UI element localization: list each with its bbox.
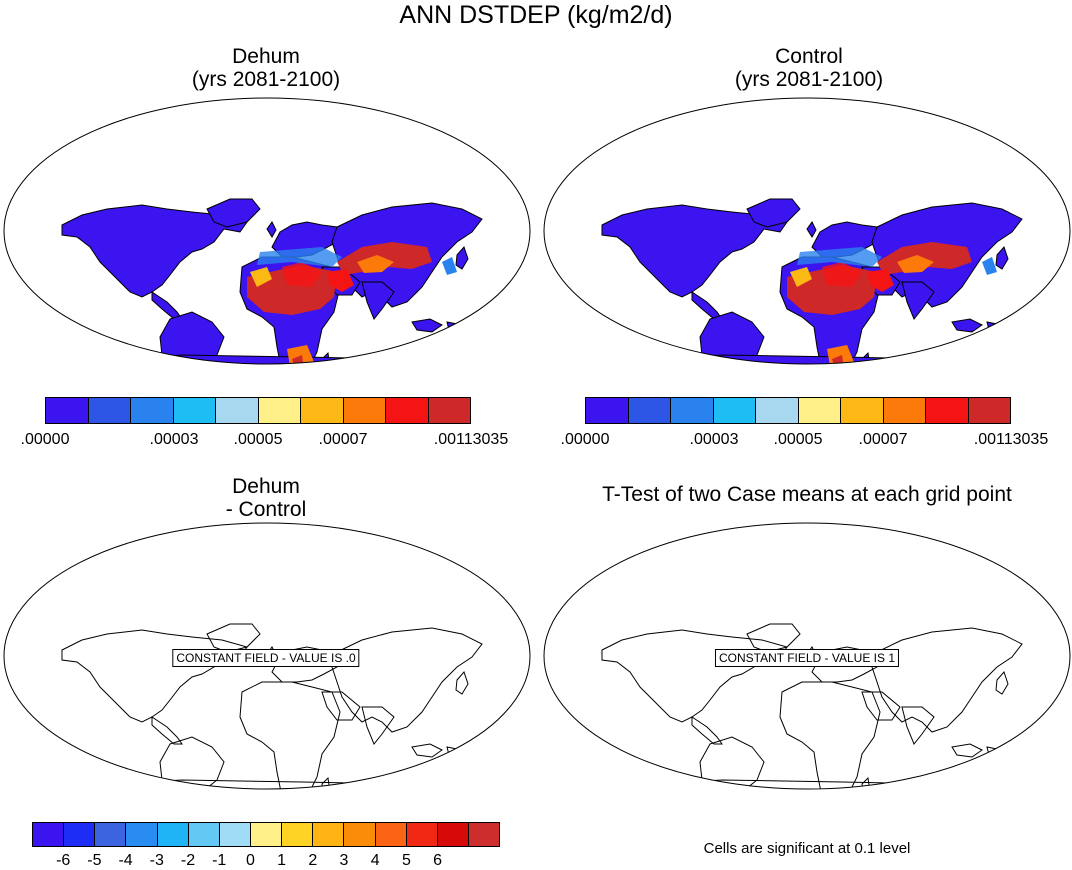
colorbar-label: 1 — [277, 852, 287, 869]
colorbar-swatch — [386, 398, 429, 423]
colorbar-swatch — [375, 823, 407, 846]
colorbar-label: 4 — [370, 852, 380, 869]
colorbar-swatch — [258, 398, 301, 423]
colorbar-swatch — [756, 398, 799, 423]
colorbar-swatch — [313, 823, 345, 846]
colorbar-label: .00007 — [318, 431, 368, 448]
colorbar-swatch — [343, 398, 386, 423]
colorbar-swatch — [798, 398, 841, 423]
colorbar-swatch — [250, 823, 283, 846]
panel-title-control: Control (yrs 2081-2100) — [679, 45, 939, 91]
colorbar-label: .00005 — [773, 431, 823, 448]
colorbar-label: 2 — [308, 852, 318, 869]
colorbar-swatch — [126, 823, 158, 846]
colorbar-swatch — [219, 823, 251, 846]
colorbar-swatch — [883, 398, 926, 423]
colorbar-swatch — [437, 823, 469, 846]
colorbar-swatch — [968, 398, 1010, 423]
colorbar-label: 6 — [433, 852, 443, 869]
constant-field-box: CONSTANT FIELD - VALUE IS .0 — [172, 649, 360, 667]
colorbar-label: -2 — [180, 852, 196, 869]
colorbar-label: .00007 — [858, 431, 908, 448]
panel-title-difference: Dehum - Control — [136, 475, 396, 521]
colorbar-label: .00003 — [149, 431, 199, 448]
colorbar-label: .00005 — [233, 431, 283, 448]
panel-title-line2: (yrs 2081-2100) — [734, 68, 884, 91]
map-dehum — [3, 97, 531, 365]
colorbar-swatch — [88, 398, 131, 423]
panel-title-dehum: Dehum (yrs 2081-2100) — [136, 45, 396, 91]
colorbar-label: -4 — [118, 852, 133, 869]
colorbar-swatch — [131, 398, 174, 423]
colorbar-label: .00000 — [20, 431, 70, 448]
colorbar-swatch — [216, 398, 259, 423]
colorbar-label: .00113035 — [433, 431, 509, 448]
colorbar-label: -3 — [149, 852, 164, 869]
colorbar-label: .00003 — [689, 431, 739, 448]
colorbar-label: 0 — [245, 852, 255, 869]
colorbar-control — [585, 397, 1011, 424]
colorbar-swatch — [173, 398, 216, 423]
panel-title-line2: - Control — [225, 498, 307, 521]
colorbar-swatch — [406, 823, 438, 846]
colorbar-swatch — [282, 823, 314, 846]
colorbar-swatch — [46, 398, 89, 423]
colorbar-swatch — [344, 823, 376, 846]
colorbar-label: 3 — [339, 852, 349, 869]
colorbar-swatch — [428, 398, 470, 423]
colorbar-label: -6 — [56, 852, 71, 869]
panel-title-line1: Dehum — [232, 45, 300, 68]
colorbar-swatch — [926, 398, 969, 423]
colorbar-swatch — [841, 398, 884, 423]
page-title: ANN DSTDEP (kg/m2/d) — [399, 1, 673, 29]
colorbar-swatch — [95, 823, 127, 846]
constant-field-box: CONSTANT FIELD - VALUE IS 1 — [714, 649, 900, 667]
panel-title-ttest: T-Test of two Case means at each grid po… — [602, 483, 1012, 506]
panel-title-line1: Dehum — [232, 475, 300, 498]
panel-title-line1: Control — [775, 45, 843, 68]
colorbar-swatch — [64, 823, 96, 846]
colorbar-label: .00113035 — [973, 431, 1049, 448]
colorbar-dehum — [45, 397, 471, 424]
map-control — [543, 97, 1071, 365]
colorbar-label: 5 — [401, 852, 411, 869]
colorbar-swatch — [301, 398, 344, 423]
colorbar-swatch — [33, 823, 65, 846]
panel-title-line2: (yrs 2081-2100) — [191, 68, 341, 91]
colorbar-difference — [32, 822, 500, 847]
significance-note: Cells are significant at 0.1 level — [703, 840, 911, 857]
colorbar-swatch — [188, 823, 220, 846]
colorbar-swatch — [628, 398, 671, 423]
colorbar-label: -5 — [87, 852, 102, 869]
colorbar-swatch — [671, 398, 714, 423]
colorbar-swatch — [713, 398, 756, 423]
colorbar-swatch — [586, 398, 629, 423]
colorbar-label: .00000 — [560, 431, 610, 448]
colorbar-swatch — [468, 823, 500, 846]
colorbar-swatch — [157, 823, 189, 846]
colorbar-label: -1 — [212, 852, 227, 869]
